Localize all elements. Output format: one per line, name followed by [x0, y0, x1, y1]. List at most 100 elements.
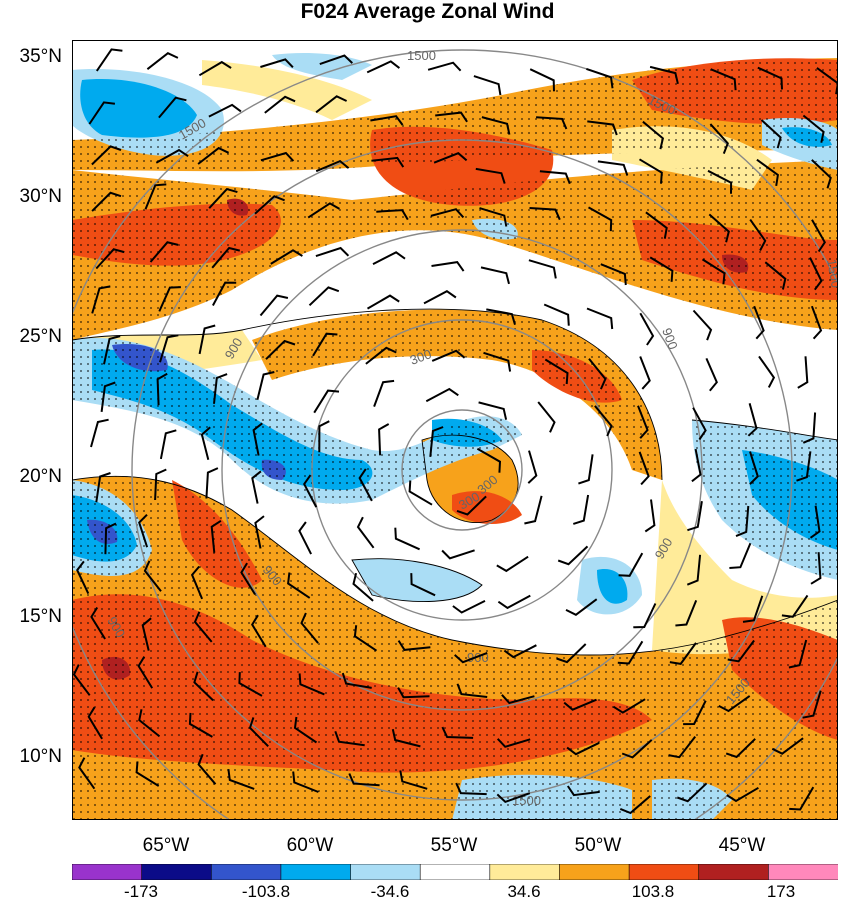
wind-barb	[138, 709, 161, 738]
wind-barb	[709, 123, 729, 154]
wind-barb	[455, 782, 487, 796]
wind-barb	[486, 308, 516, 325]
wind-barb	[497, 594, 531, 610]
wind-barb	[298, 521, 312, 555]
colorbar-swatch	[280, 864, 352, 880]
wind-barb	[303, 474, 318, 508]
lat-label-35n: 35°N	[19, 46, 62, 67]
wind-barb	[527, 450, 538, 484]
wind-barb	[158, 96, 187, 119]
wind-barb	[155, 148, 189, 164]
wind-barb	[308, 286, 340, 307]
wind-barb	[691, 448, 702, 483]
wind-barb	[91, 285, 111, 314]
wind-barb	[213, 373, 228, 404]
wind-barb	[747, 403, 758, 437]
wind-barb	[259, 294, 289, 317]
wind-barb	[760, 119, 782, 149]
wind-barb	[618, 552, 644, 577]
wind-barb	[642, 120, 665, 150]
wind-barb	[556, 643, 587, 664]
wind-barb	[95, 472, 111, 503]
wind-barb	[149, 241, 179, 263]
wind-barb	[254, 195, 285, 215]
wind-barb	[397, 687, 430, 699]
wind-barb	[537, 401, 556, 433]
wind-barb	[252, 422, 263, 456]
colorbar-swatch	[559, 864, 630, 880]
lat-label-15n: 15°N	[19, 606, 62, 627]
wind-barb	[588, 206, 613, 232]
wind-barb	[103, 335, 121, 365]
colorbar-swatch	[141, 864, 213, 880]
wind-barb	[138, 513, 149, 548]
wind-barb	[270, 249, 303, 265]
wind-barb	[810, 305, 823, 340]
wind-barb	[676, 782, 708, 803]
wind-barb	[718, 695, 751, 713]
wind-barb	[757, 66, 783, 90]
wind-barb	[208, 103, 242, 118]
wind-barb	[137, 656, 154, 689]
wind-barb	[600, 263, 627, 286]
contour-label: 1500	[407, 48, 436, 63]
wind-barb	[476, 447, 502, 473]
wind-barb	[156, 372, 168, 406]
wind-barb	[430, 208, 465, 219]
wind-barb	[529, 207, 561, 221]
map-title: F024 Average Zonal Wind	[300, 0, 555, 23]
wind-barb	[454, 651, 488, 664]
wind-barb	[473, 75, 502, 96]
wind-barb	[638, 451, 650, 486]
wind-barb	[95, 248, 125, 270]
wind-barb	[394, 527, 421, 551]
wind-barb	[435, 111, 468, 123]
wind-barb	[638, 158, 663, 184]
wind-barb	[764, 261, 787, 290]
wind-barb	[796, 451, 812, 482]
lon-label-65w: 65°W	[142, 835, 190, 856]
wind-barb	[211, 246, 241, 269]
wind-barb	[749, 451, 759, 485]
colorbar-label-pos103: 103.8	[631, 882, 675, 901]
wind-barb	[307, 202, 340, 219]
wind-barb	[707, 169, 733, 194]
wind-barb	[91, 145, 122, 166]
wind-barb	[141, 617, 152, 651]
wind-barb	[100, 381, 116, 413]
wind-barb	[197, 146, 230, 165]
wind-barb	[287, 572, 311, 599]
wind-barb	[431, 261, 465, 272]
wind-barb	[260, 151, 295, 162]
contour-label: 900	[659, 326, 681, 352]
wind-barb	[104, 522, 117, 555]
significance-contours	[72, 308, 838, 656]
wind-barb	[373, 379, 395, 407]
wind-barb	[292, 771, 319, 793]
wind-barb	[371, 156, 405, 168]
wind-barb	[742, 595, 764, 623]
wind-barb	[789, 786, 815, 811]
wind-barb	[254, 515, 265, 549]
wind-barb	[687, 501, 703, 532]
wind-barb	[669, 642, 697, 665]
wind-barb	[802, 114, 825, 143]
wind-barb	[251, 470, 262, 504]
wind-barb	[586, 307, 614, 330]
wind-barb	[503, 644, 537, 659]
wind-barb	[248, 717, 269, 748]
wind-barb	[727, 639, 755, 663]
wind-barb	[429, 426, 444, 457]
wind-barb	[90, 418, 109, 448]
wind-barb	[578, 454, 594, 485]
wind-barb	[781, 594, 809, 618]
wind-barb	[617, 640, 644, 665]
wind-barb	[441, 549, 475, 560]
wind-barb	[587, 120, 618, 136]
wind-barb	[536, 116, 568, 130]
wind-barb	[483, 351, 512, 372]
wind-barb	[356, 516, 375, 549]
wind-barb	[433, 152, 468, 164]
wind-barb	[353, 625, 378, 652]
wind-barb	[352, 572, 374, 602]
